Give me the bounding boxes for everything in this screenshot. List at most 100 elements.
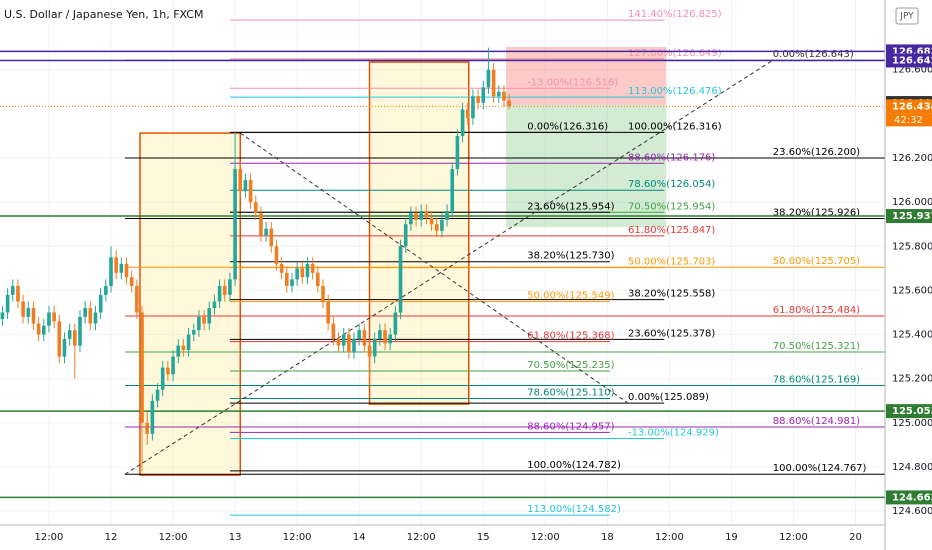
fib-label: 23.60%(125.954) — [527, 201, 614, 212]
candle-body — [238, 169, 243, 192]
title-bg — [2, 6, 216, 22]
price-tag-label: 125.937 — [892, 211, 932, 222]
candle-body — [78, 316, 82, 346]
x-tick-label: 18 — [601, 532, 614, 543]
fib-label: 141.40%(126.825) — [628, 9, 722, 20]
plot-area: 0.00%(126.643) 23.60%(126.200) 38.20%(125.… — [0, 0, 885, 525]
price-tag-label: 126.642 — [892, 55, 932, 66]
y-tick-label: 124.600 — [892, 506, 932, 517]
position-target-zone — [506, 105, 667, 228]
countdown-bg — [886, 113, 932, 127]
x-tick-label: 20 — [849, 532, 862, 543]
fib-label: 38.20%(125.730) — [527, 251, 614, 262]
fib-label: 78.60%(126.054) — [628, 179, 715, 190]
candle-body — [372, 338, 377, 357]
trendline — [124, 59, 774, 475]
candle-body — [181, 345, 186, 350]
candle-body — [445, 210, 449, 220]
y-tick-label: 125.200 — [892, 374, 932, 385]
candle-body — [352, 338, 356, 353]
fib-label: 0.00%(126.316) — [527, 121, 608, 132]
x-tick-label: 13 — [229, 532, 242, 543]
candle-body — [160, 367, 165, 390]
candle-body — [98, 294, 103, 313]
candle-body — [5, 294, 10, 313]
fib-label: 70.50%(125.321) — [773, 341, 860, 352]
candle-body — [129, 277, 134, 287]
candle-body — [305, 263, 310, 278]
candle-body — [150, 400, 155, 434]
candle-body — [264, 228, 268, 236]
fib-label: 23.60%(126.200) — [773, 147, 860, 158]
candle-body — [486, 69, 491, 88]
range-box — [139, 132, 242, 476]
candle-body — [31, 308, 36, 324]
candle-body — [36, 323, 41, 335]
candle-body — [269, 228, 274, 247]
candle-body — [16, 286, 20, 302]
candle-body — [434, 224, 439, 231]
price-tag-label: 124.662 — [892, 492, 932, 503]
y-tick-label: 126.600 — [892, 65, 932, 76]
fib-label: -13.00%(124.929) — [628, 427, 719, 438]
y-tick-label: 124.800 — [892, 462, 932, 473]
candle-body — [450, 169, 455, 211]
candle-body — [145, 422, 150, 434]
candle-body — [326, 301, 330, 324]
candle-body — [212, 301, 217, 309]
candle-body — [419, 210, 424, 220]
fib-label: 78.60%(125.169) — [773, 375, 860, 386]
candle-body — [248, 180, 253, 203]
currency-box[interactable] — [895, 7, 919, 25]
fib-label: 23.60%(125.378) — [628, 328, 715, 339]
time-axis-bg — [0, 525, 885, 550]
fib-label: 38.20%(125.558) — [628, 289, 715, 300]
candle-body — [253, 202, 258, 214]
candle-body — [310, 263, 315, 273]
candle-body — [233, 169, 237, 280]
candle-body — [207, 308, 212, 324]
candle-body — [295, 268, 299, 280]
fib-label: 127.00%(126.649) — [628, 48, 722, 59]
fib-label: 0.00%(125.089) — [628, 392, 709, 403]
candle-body — [316, 272, 320, 287]
candle-body — [290, 279, 294, 287]
candle-body — [104, 286, 108, 295]
candle-body — [243, 180, 248, 192]
fib-label: 0.00%(126.643) — [773, 49, 854, 60]
price-tag-label: 126.683 — [892, 46, 932, 57]
countdown: 42:32 — [894, 115, 923, 126]
price-tag — [886, 209, 932, 224]
fib-label: 50.00%(125.549) — [527, 291, 614, 302]
candle-body — [166, 367, 170, 375]
candle-body — [88, 308, 93, 324]
candle-body — [414, 213, 418, 220]
fib-label: 70.50%(125.235) — [527, 360, 614, 371]
candle-body — [62, 338, 67, 357]
candle-body — [476, 96, 480, 103]
candle-body — [155, 389, 160, 401]
fib-label: 38.20%(125.926) — [773, 207, 860, 218]
position-stop-zone — [506, 47, 667, 106]
candle-body — [507, 100, 511, 107]
candle-body — [109, 257, 113, 287]
candle-body — [362, 330, 367, 346]
x-tick-label: 12 — [105, 532, 118, 543]
candle-body — [300, 268, 305, 278]
candle-body — [119, 263, 124, 273]
x-tick-label: 12:00 — [35, 532, 64, 543]
candle-body — [21, 301, 25, 317]
candle-body — [140, 312, 144, 423]
candle-body — [347, 334, 351, 353]
y-tick-label: 125.400 — [892, 330, 932, 341]
candle-body — [197, 316, 201, 331]
price-tag — [886, 404, 932, 419]
candle-body — [259, 213, 263, 236]
candle-body — [0, 312, 5, 320]
candle-body — [284, 272, 289, 287]
candle-body — [357, 330, 361, 339]
x-tick-label: 12:00 — [159, 532, 188, 543]
candle-body — [341, 334, 346, 346]
candle-body — [176, 345, 181, 357]
